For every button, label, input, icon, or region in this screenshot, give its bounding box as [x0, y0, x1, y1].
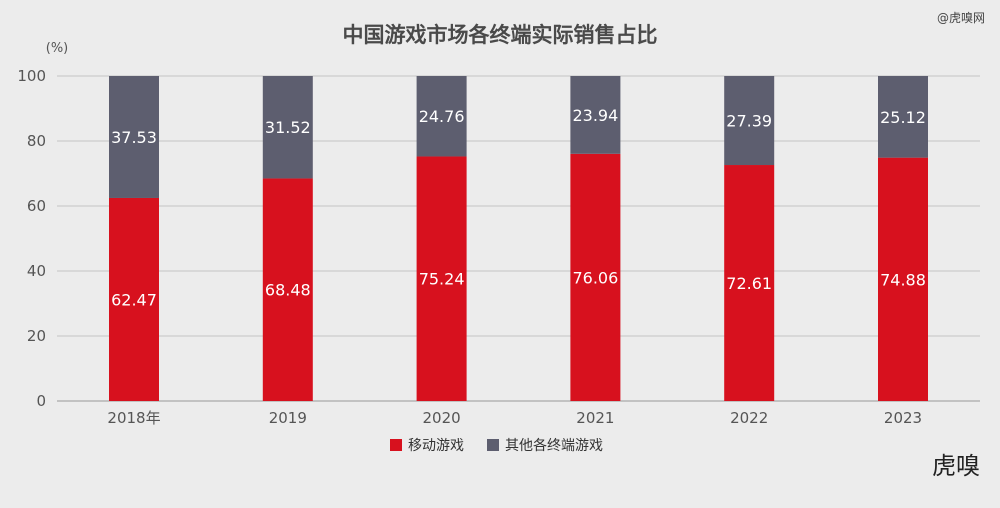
x-tick-label: 2020 [423, 409, 461, 427]
legend-item: 其他各终端游戏 [487, 438, 603, 454]
data-label: 62.47 [111, 290, 157, 309]
data-label: 75.24 [419, 270, 465, 289]
bar-segment [878, 157, 928, 401]
y-tick-label: 80 [27, 132, 46, 150]
y-tick-label: 100 [17, 67, 46, 85]
x-tick-label: 2023 [884, 409, 922, 427]
data-label: 72.61 [726, 274, 772, 293]
legend-item: 移动游戏 [390, 438, 464, 454]
x-tick-label: 2019 [269, 409, 307, 427]
legend: 移动游戏 其他各终端游戏 [390, 438, 603, 454]
data-label: 24.76 [419, 107, 465, 126]
bar-segment [262, 76, 313, 179]
bar-segment [724, 76, 775, 166]
chart-title: 中国游戏市场各终端实际销售占比 [343, 23, 658, 47]
data-label: 68.48 [265, 281, 311, 300]
y-tick-label: 20 [27, 327, 46, 345]
y-tick-label: 0 [36, 392, 46, 410]
data-label: 23.94 [572, 106, 618, 125]
bar-segment [724, 165, 775, 401]
x-axis: 2018年 2019 2020 2021 2022 2023 [107, 409, 922, 427]
x-tick-label: 2021 [576, 409, 614, 427]
bar-segment [878, 76, 928, 158]
x-tick-label: 2022 [730, 409, 768, 427]
y-tick-label: 60 [27, 197, 46, 215]
watermark-top: @虎嗅网 [937, 11, 985, 25]
bar-segment [262, 178, 313, 401]
bar-segment [109, 76, 159, 198]
bar-segment [416, 156, 467, 401]
watermark-logo: 虎嗅 [932, 452, 980, 480]
bar-segment [570, 76, 621, 154]
bar-segment [570, 153, 621, 401]
data-label: 25.12 [880, 108, 926, 127]
legend-swatch [390, 439, 402, 451]
legend-label: 移动游戏 [408, 438, 464, 454]
bar-segment [416, 76, 467, 157]
data-label: 76.06 [572, 268, 618, 287]
x-tick-label: 2018年 [107, 409, 160, 427]
legend-swatch [487, 439, 499, 451]
data-label: 27.39 [726, 112, 772, 131]
data-label: 31.52 [265, 118, 311, 137]
bars: 62.47 37.53 68.48 31.52 75.24 24.76 76.06 23.94… [109, 76, 928, 401]
data-label: 74.88 [880, 270, 926, 289]
bar-segment [109, 197, 159, 401]
legend-label: 其他各终端游戏 [505, 438, 603, 454]
y-axis: 0 20 40 60 80 100 [17, 67, 46, 410]
y-tick-label: 40 [27, 262, 46, 280]
data-label: 37.53 [111, 128, 157, 147]
y-unit-label: (%) [46, 41, 69, 56]
gridlines [57, 75, 980, 402]
